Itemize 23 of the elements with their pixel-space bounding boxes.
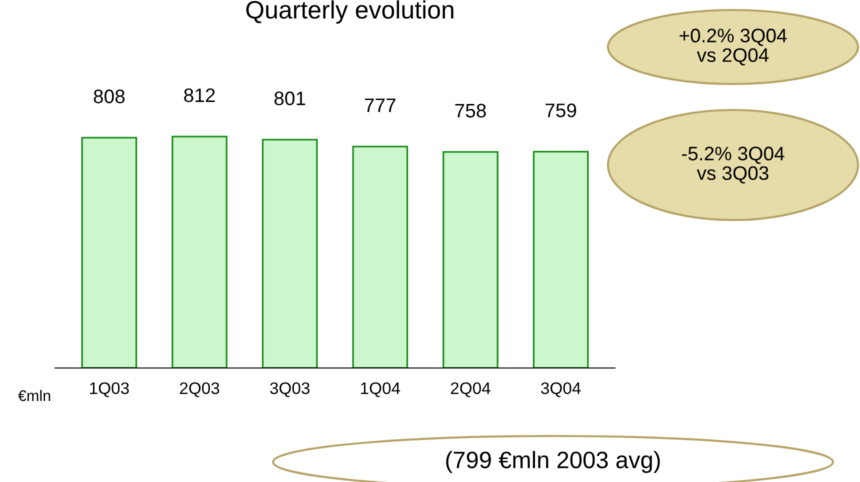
data-label: 812 — [184, 88, 215, 102]
bar — [532, 150, 589, 368]
data-label: 759 — [546, 104, 576, 118]
bar — [352, 146, 408, 368]
text: -5.2% 3Q04 vs 3Q03 — [682, 146, 784, 184]
x-tick-label: 3Q04 — [541, 382, 581, 398]
data-label: 758 — [455, 104, 486, 118]
x-tick-label: 1Q03 — [90, 382, 129, 398]
x-tick-label: 2Q03 — [180, 382, 220, 398]
bar — [81, 136, 138, 368]
x-tick-label: 2Q04 — [450, 382, 490, 398]
x-tick-label: 1Q04 — [361, 382, 400, 398]
bar — [262, 138, 318, 368]
bar — [442, 151, 498, 368]
data-label: 801 — [274, 92, 306, 106]
text: (799 €mln 2003 avg) — [446, 450, 660, 474]
y-axis-title: €mln — [18, 390, 50, 402]
data-label: 808 — [94, 90, 125, 104]
data-label: 777 — [364, 98, 396, 112]
bar — [172, 136, 228, 368]
chart-title: Quarterly evolution — [246, 0, 454, 24]
x-tick-label: 3Q03 — [270, 382, 310, 398]
text: +0.2% 3Q04 vs 2Q04 — [680, 28, 787, 66]
